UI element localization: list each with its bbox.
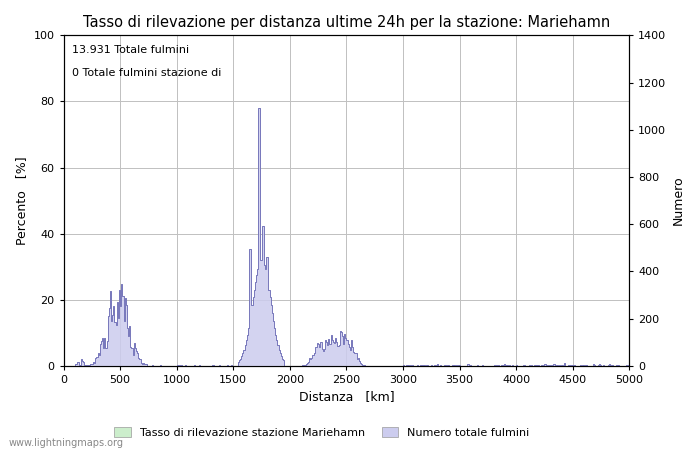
Y-axis label: Percento   [%]: Percento [%] — [15, 156, 28, 245]
Text: 13.931 Totale fulmini: 13.931 Totale fulmini — [72, 45, 189, 55]
Text: 0 Totale fulmini stazione di: 0 Totale fulmini stazione di — [72, 68, 221, 78]
X-axis label: Distanza   [km]: Distanza [km] — [299, 391, 394, 404]
Text: www.lightningmaps.org: www.lightningmaps.org — [8, 438, 123, 448]
Title: Tasso di rilevazione per distanza ultime 24h per la stazione: Mariehamn: Tasso di rilevazione per distanza ultime… — [83, 15, 610, 30]
Y-axis label: Numero: Numero — [672, 176, 685, 225]
Legend: Tasso di rilevazione stazione Mariehamn, Numero totale fulmini: Tasso di rilevazione stazione Mariehamn,… — [110, 423, 534, 442]
